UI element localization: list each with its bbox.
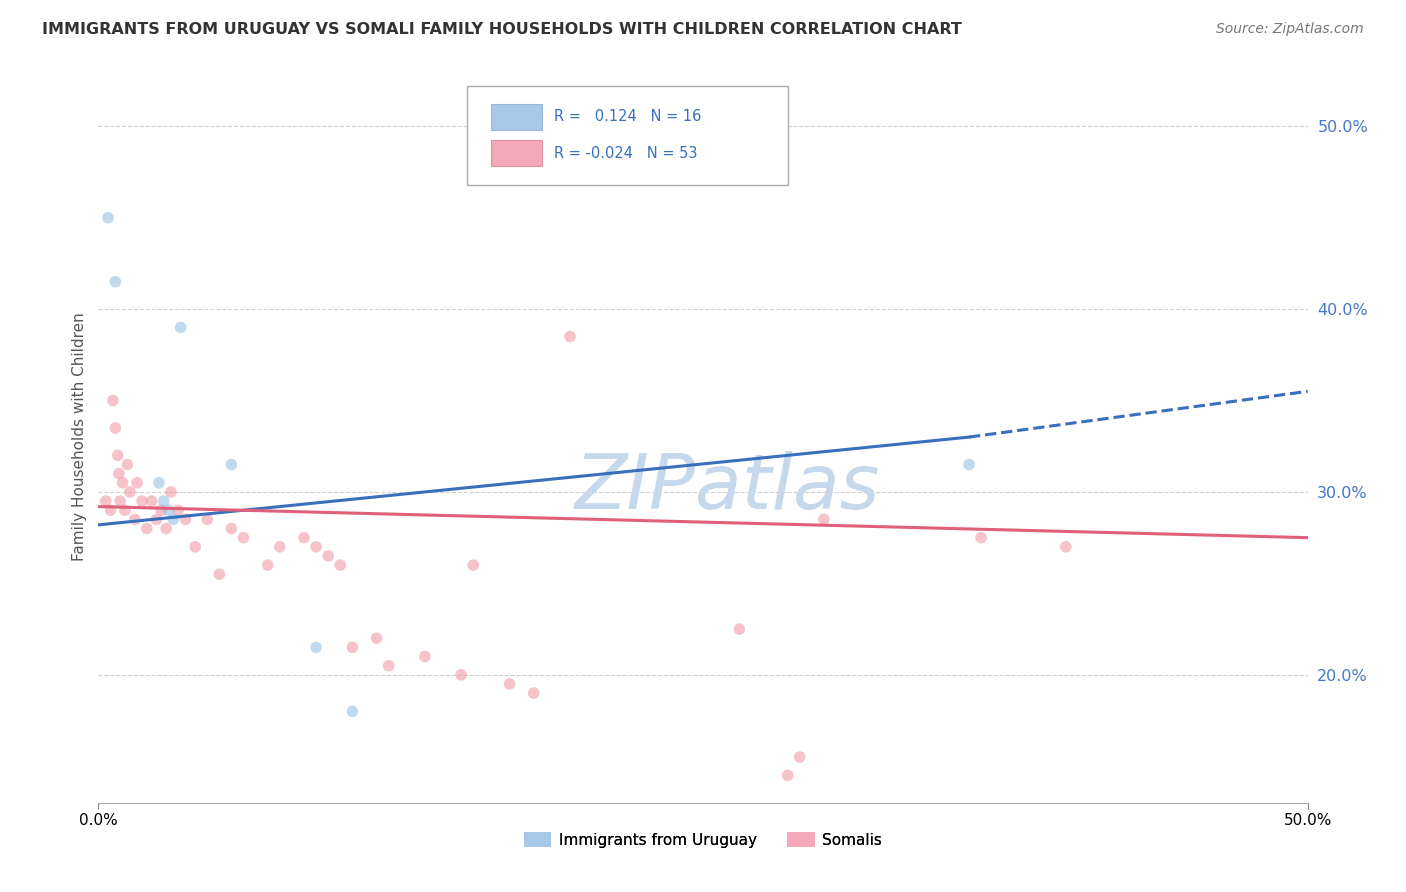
Point — [108, 494, 131, 508]
Point — [148, 475, 170, 490]
Point — [789, 750, 811, 764]
Point — [145, 512, 167, 526]
Point — [728, 622, 751, 636]
Point — [141, 494, 163, 508]
Point — [150, 503, 173, 517]
Point — [124, 512, 146, 526]
Point — [135, 521, 157, 535]
Point — [342, 705, 364, 719]
Point — [167, 503, 190, 517]
Point — [117, 458, 139, 472]
Point — [498, 677, 520, 691]
Y-axis label: Family Households with Children: Family Households with Children — [72, 313, 87, 561]
Text: R =   0.124   N = 16: R = 0.124 N = 16 — [554, 109, 702, 124]
Point — [94, 494, 117, 508]
Point — [305, 640, 328, 655]
Point — [316, 549, 339, 563]
Point — [558, 329, 581, 343]
FancyBboxPatch shape — [467, 86, 787, 185]
Point — [157, 503, 180, 517]
Text: IMMIGRANTS FROM URUGUAY VS SOMALI FAMILY HOUSEHOLDS WITH CHILDREN CORRELATION CH: IMMIGRANTS FROM URUGUAY VS SOMALI FAMILY… — [42, 22, 962, 37]
Point — [232, 531, 254, 545]
Text: R = -0.024   N = 53: R = -0.024 N = 53 — [554, 145, 697, 161]
Point — [104, 421, 127, 435]
Point — [101, 393, 124, 408]
Point — [97, 211, 120, 225]
Point — [292, 531, 315, 545]
Point — [127, 475, 149, 490]
Point — [114, 503, 136, 517]
Point — [208, 567, 231, 582]
Point — [813, 512, 835, 526]
Point — [221, 521, 243, 535]
Point — [131, 494, 153, 508]
Point — [107, 448, 129, 462]
Point — [776, 768, 799, 782]
Point — [100, 503, 122, 517]
Point — [970, 531, 993, 545]
Text: Source: ZipAtlas.com: Source: ZipAtlas.com — [1216, 22, 1364, 37]
FancyBboxPatch shape — [492, 103, 543, 130]
Point — [377, 658, 399, 673]
Point — [108, 467, 131, 481]
Point — [342, 640, 364, 655]
Legend: Immigrants from Uruguay, Somalis: Immigrants from Uruguay, Somalis — [517, 825, 889, 854]
Point — [155, 521, 177, 535]
Point — [221, 458, 243, 472]
FancyBboxPatch shape — [492, 140, 543, 167]
Point — [1054, 540, 1077, 554]
Point — [174, 512, 197, 526]
Point — [160, 485, 183, 500]
Point — [305, 540, 328, 554]
Text: ZIPatlas: ZIPatlas — [575, 451, 880, 525]
Point — [413, 649, 436, 664]
Point — [195, 512, 218, 526]
Point — [169, 320, 191, 334]
Point — [523, 686, 546, 700]
Point — [269, 540, 291, 554]
Point — [111, 475, 134, 490]
Point — [162, 512, 184, 526]
Point — [152, 494, 174, 508]
Point — [957, 458, 980, 472]
Point — [329, 558, 352, 573]
Point — [366, 632, 388, 646]
Point — [118, 485, 141, 500]
Point — [104, 275, 127, 289]
Point — [450, 667, 472, 681]
Point — [256, 558, 278, 573]
Point — [184, 540, 207, 554]
Point — [463, 558, 485, 573]
